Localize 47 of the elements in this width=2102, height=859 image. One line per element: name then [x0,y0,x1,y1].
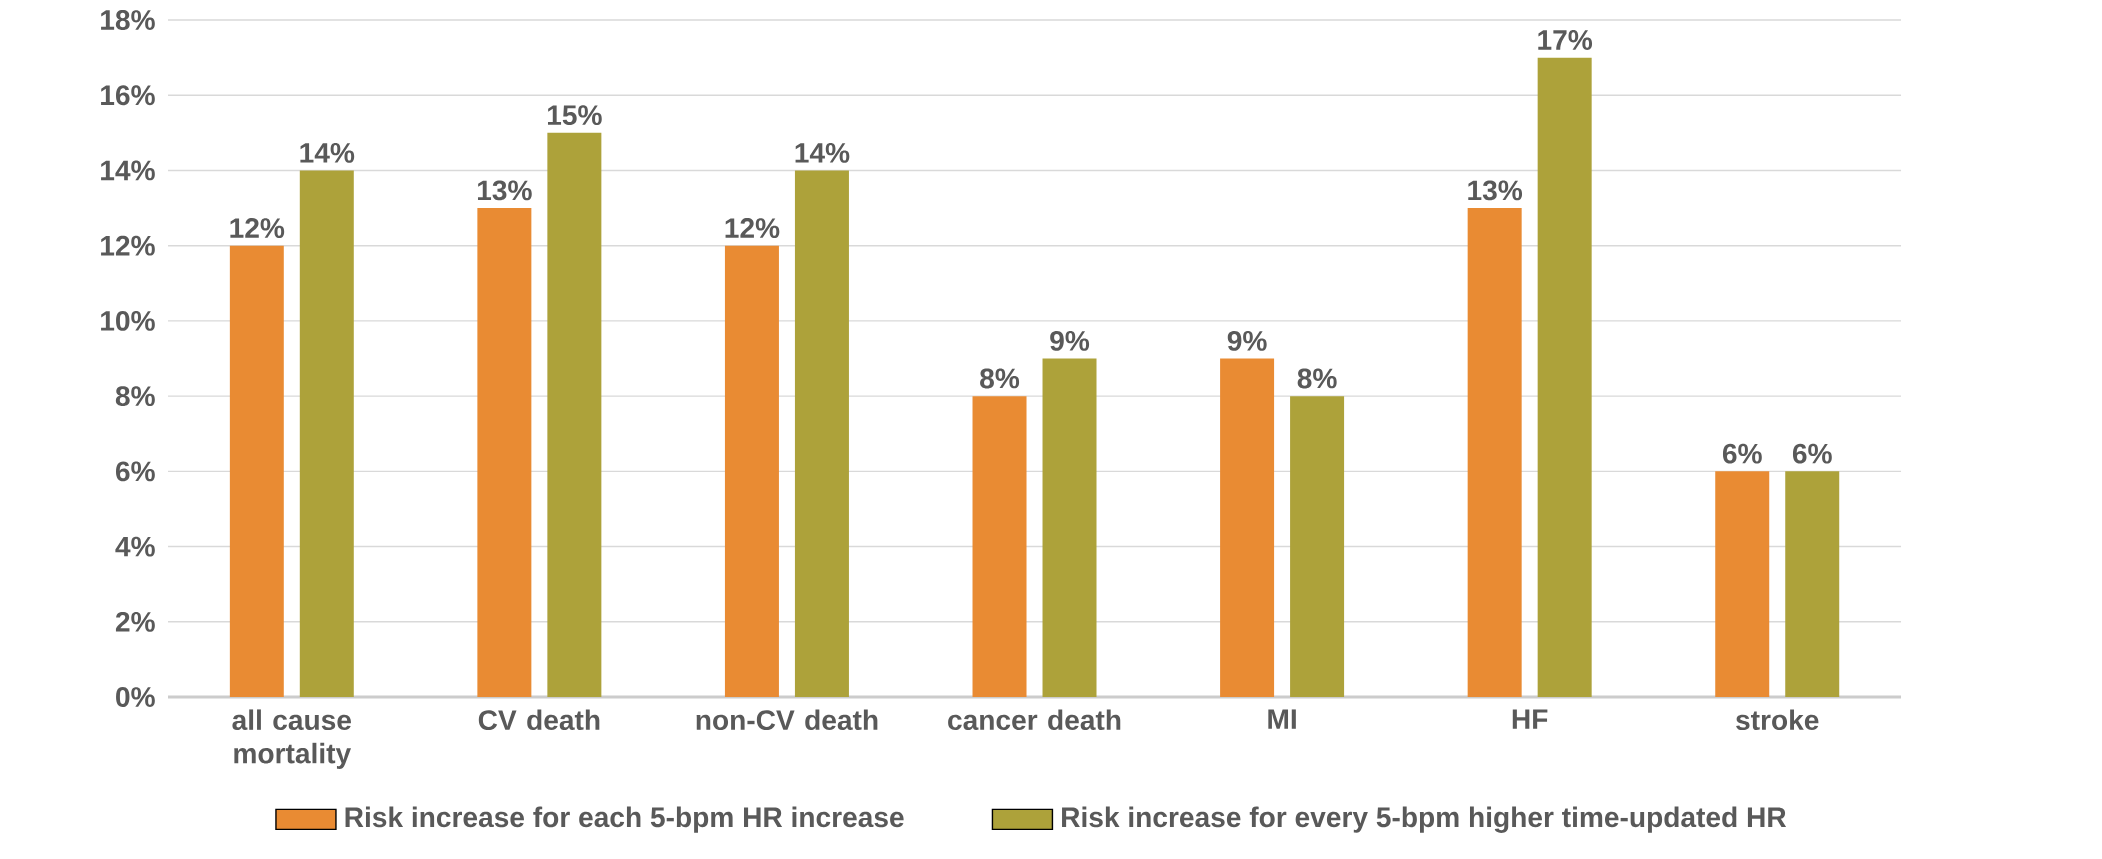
bar [794,170,849,698]
y-tick-label: 8% [115,386,155,407]
x-tick-label: all cause mortality [232,709,352,770]
legend-label: Risk increase for every 5-bpm higher time-updated HR [1062,806,1787,833]
data-label: 12% [725,218,780,238]
x-tick-label: HF [1512,709,1548,729]
y-tick-label: 16% [101,85,155,106]
data-label: 8% [980,368,1020,389]
bar [972,396,1027,698]
data-label: 8% [1297,368,1337,389]
y-tick-label: 12% [101,235,155,256]
bar [1042,358,1097,698]
y-tick-label: 2% [115,611,155,632]
bar [1467,208,1522,698]
x-tick-label: MI [1268,709,1296,729]
x-tick-label: stroke [1736,709,1819,731]
bar [299,170,354,698]
bar [1785,471,1840,698]
bar [229,245,284,698]
data-label: 6% [1792,443,1832,464]
data-label: 14% [300,142,355,163]
bar [477,208,532,698]
bar [1220,358,1275,698]
y-tick-label: 4% [115,536,155,557]
legend-label: Risk increase for each 5-bpm HR increase [345,806,904,833]
y-tick-label: 14% [101,160,155,181]
y-tick-label: 18% [101,10,155,30]
bar [547,132,602,698]
data-label: 15% [547,105,602,126]
bar [1290,396,1345,698]
data-label: 6% [1722,443,1762,464]
x-tick-label: CV death [478,709,600,731]
data-label: 14% [795,142,850,163]
data-label: 17% [1538,30,1593,50]
data-label: 13% [1468,180,1523,201]
data-label: 12% [230,218,285,238]
x-tick-label: cancer death [948,709,1121,731]
data-label: 13% [477,180,532,201]
x-tick-label: non-CV death [696,709,878,731]
data-label: 9% [1050,330,1090,351]
y-tick-label: 0% [116,687,155,707]
bar [1715,471,1770,698]
bar [724,245,779,698]
y-tick-label: 6% [116,461,155,482]
data-label: 9% [1227,330,1267,351]
y-tick-label: 10% [101,310,155,331]
bar [1537,57,1592,698]
